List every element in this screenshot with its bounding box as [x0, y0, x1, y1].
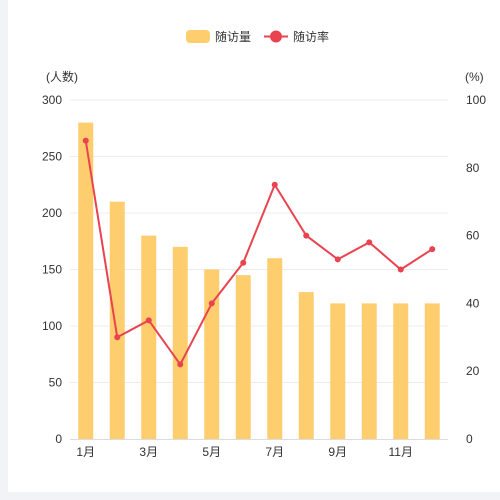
- line-point-6月[interactable]: [240, 259, 247, 266]
- bar-11月[interactable]: [393, 303, 409, 439]
- line-point-3月[interactable]: [145, 317, 152, 324]
- y-right-tick-label: 0: [466, 432, 473, 446]
- x-tick-label: 3月: [139, 445, 158, 459]
- legend-line-label[interactable]: 随访率: [293, 29, 329, 44]
- legend-bar-label[interactable]: 随访量: [215, 29, 251, 44]
- bar-7月[interactable]: [267, 258, 283, 439]
- bar-9月[interactable]: [330, 303, 346, 439]
- line-point-12月[interactable]: [429, 246, 436, 253]
- bar-4月[interactable]: [172, 246, 188, 439]
- line-point-8月[interactable]: [303, 232, 310, 239]
- legend-bar-swatch: [186, 30, 210, 43]
- bar-2月[interactable]: [109, 201, 125, 439]
- bar-5月[interactable]: [204, 269, 220, 440]
- y-right-tick-label: 60: [466, 229, 480, 243]
- line-point-5月[interactable]: [208, 300, 215, 307]
- x-tick-label: 11月: [389, 445, 413, 459]
- y-left-tick-label: 150: [42, 263, 62, 277]
- bar-3月[interactable]: [141, 235, 157, 439]
- y-left-tick-label: 250: [42, 150, 62, 164]
- y-left-tick-label: 300: [42, 93, 62, 107]
- y-left-axis-title: (人数): [46, 69, 78, 84]
- y-right-tick-label: 80: [466, 161, 480, 175]
- x-tick-label: 9月: [328, 445, 347, 459]
- chart-card: 0 50 100 150 200 250 300 0 20 40 60 80 100 (人数) (%) 1月 3…: [8, 0, 500, 492]
- legend-line-marker: [270, 30, 282, 43]
- bar-8月[interactable]: [298, 292, 314, 439]
- y-left-tick-label: 200: [42, 206, 62, 220]
- y-right-axis-title: (%): [465, 70, 484, 84]
- line-point-1月[interactable]: [82, 137, 89, 144]
- bar-1月[interactable]: [78, 122, 94, 439]
- line-point-2月[interactable]: [114, 334, 121, 341]
- line-series: [84, 140, 433, 366]
- bar-10月[interactable]: [361, 303, 377, 439]
- line-point-4月[interactable]: [177, 361, 184, 368]
- x-tick-label: 1月: [76, 445, 95, 459]
- y-left-tick-label: 50: [49, 376, 63, 390]
- combo-chart: 0 50 100 150 200 250 300 0 20 40 60 80 100 (人数) (%) 1月 3…: [42, 29, 486, 459]
- y-right-tick-label: 40: [466, 296, 480, 310]
- x-tick-label: 7月: [265, 445, 284, 459]
- line-point-10月[interactable]: [366, 239, 373, 246]
- y-left-tick-label: 0: [55, 432, 62, 446]
- y-left-tick-label: 100: [42, 319, 62, 333]
- y-right-tick-label: 20: [466, 364, 480, 378]
- x-tick-label: 5月: [202, 445, 221, 459]
- y-right-tick-label: 100: [466, 93, 486, 107]
- line-point-7月[interactable]: [271, 181, 278, 188]
- line-point-11月[interactable]: [397, 266, 404, 273]
- bar-12月[interactable]: [424, 303, 440, 439]
- line-point-9月[interactable]: [334, 256, 341, 263]
- bar-6月[interactable]: [235, 275, 251, 439]
